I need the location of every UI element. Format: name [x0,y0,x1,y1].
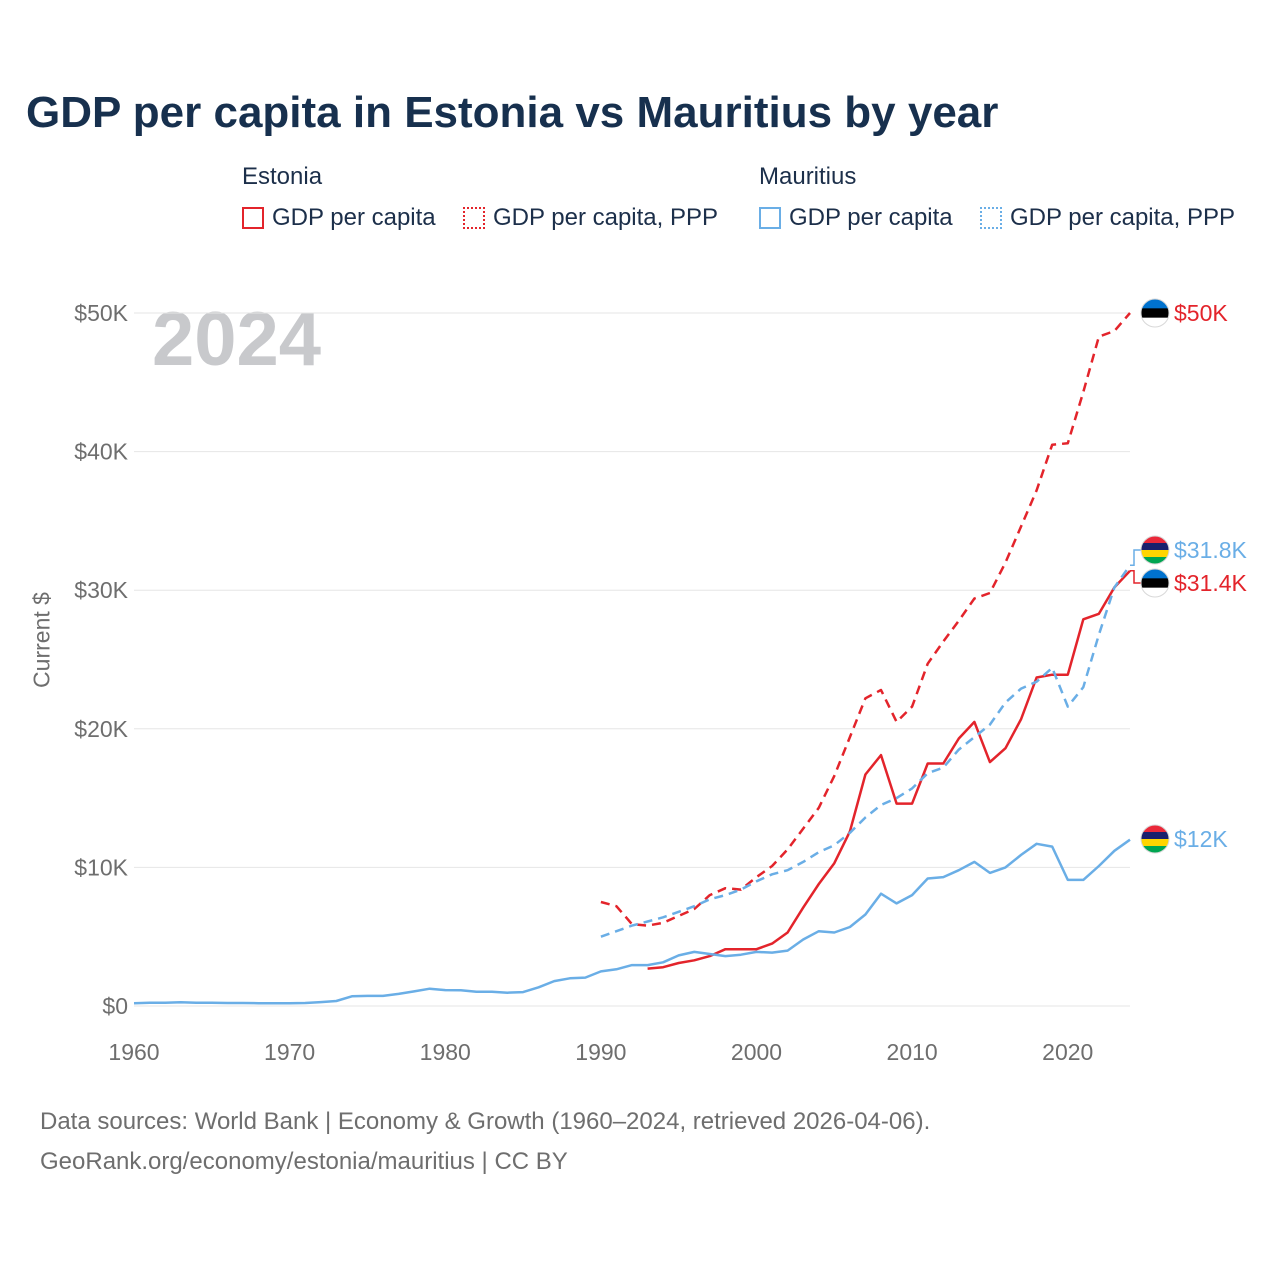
legend-mauritius-gdp[interactable]: GDP per capita [759,204,953,232]
label-leader [1130,570,1141,584]
x-tick-label: 1980 [420,1039,471,1065]
legend-label: GDP per capita, PPP [1010,204,1235,231]
y-tick-label: $40K [74,439,128,465]
series-line [133,838,1131,1005]
legend-estonia-gdp-ppp[interactable]: GDP per capita, PPP [463,204,718,232]
x-tick-label: 2020 [1042,1039,1093,1065]
legend-estonia-gdp[interactable]: GDP per capita [242,204,436,232]
legend-label: GDP per capita, PPP [493,204,718,231]
legend-swatch-dotted-blue [980,207,1002,229]
y-tick-label: $10K [74,854,128,880]
end-value-label: $31.8K [1174,537,1248,563]
y-tick-label: $20K [74,716,128,742]
data-source-note: Data sources: World Bank | Economy & Gro… [40,1108,931,1135]
label-leader [1130,549,1141,567]
y-tick-label: $50K [74,300,128,326]
x-tick-label: 2000 [731,1039,782,1065]
x-tick-label: 1990 [575,1039,626,1065]
series-line [600,312,1131,927]
estonia-flag-icon [1140,568,1170,598]
x-tick-label: 1960 [108,1039,159,1065]
legend-swatch-dotted-red [463,207,485,229]
mauritius-flag-icon [1140,535,1170,565]
x-tick-label: 2010 [887,1039,938,1065]
end-value-label: $31.4K [1174,570,1248,596]
source-url: GeoRank.org/economy/estonia/mauritius | … [40,1148,568,1175]
legend-group-mauritius: Mauritius [759,163,857,190]
mauritius-flag-icon [1140,824,1170,854]
legend-swatch-solid-red [242,207,264,229]
year-watermark: 2024 [152,297,322,382]
series-line [600,564,1132,938]
y-tick-label: $0 [102,993,128,1019]
series-line [647,569,1131,970]
legend-swatch-solid-blue [759,207,781,229]
end-value-label: $12K [1174,826,1228,852]
y-tick-label: $30K [74,577,128,603]
legend-mauritius-gdp-ppp[interactable]: GDP per capita, PPP [980,204,1235,232]
legend-label: GDP per capita [272,204,436,231]
legend-label: GDP per capita [789,204,953,231]
legend-group-estonia: Estonia [242,163,323,190]
x-tick-label: 1970 [264,1039,315,1065]
estonia-flag-icon [1140,298,1170,328]
chart-title: GDP per capita in Estonia vs Mauritius b… [26,88,999,137]
end-value-label: $50K [1174,300,1228,326]
